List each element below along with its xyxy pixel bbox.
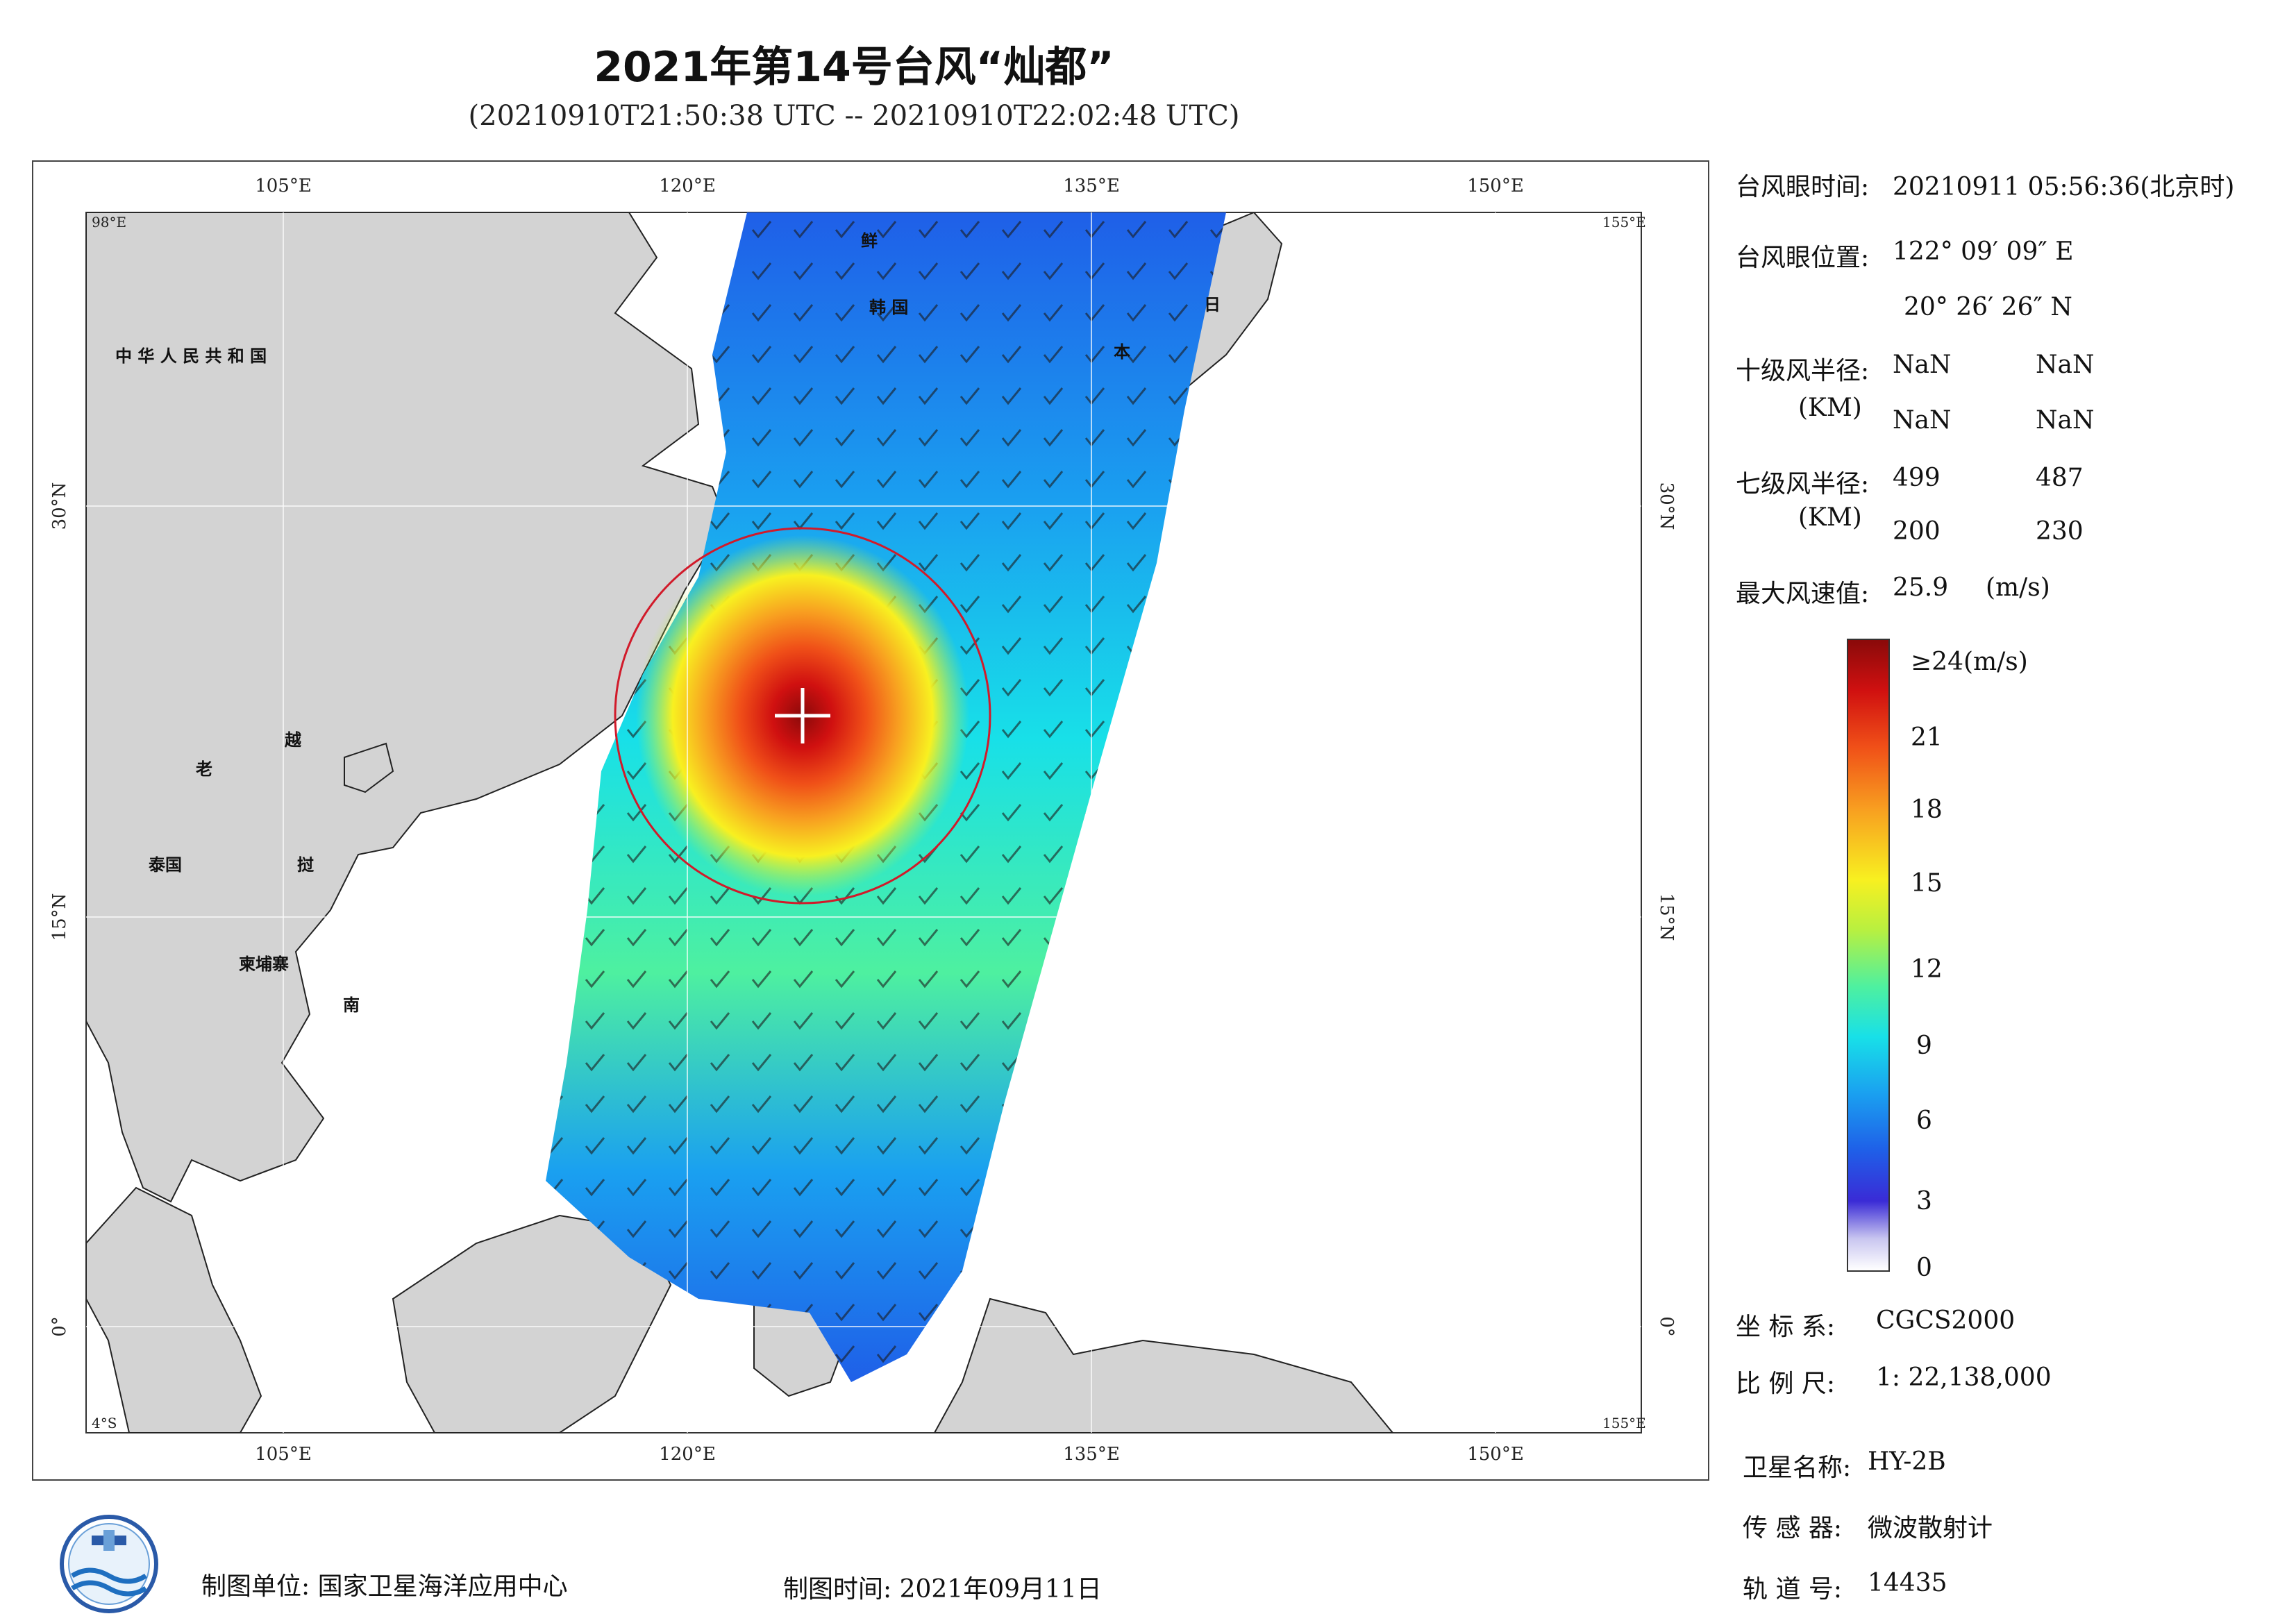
lon-label-bottom-135: 135°E: [1063, 1444, 1120, 1465]
eye-position-label: 台风眼位置:: [1736, 244, 1870, 272]
chart-title: 2021年第14号台风“灿都”: [594, 43, 1114, 92]
max-wind-label: 最大风速值:: [1736, 580, 1870, 608]
lat-label-left-15: 15°N: [49, 893, 70, 941]
lon-label-top-135: 135°E: [1063, 176, 1120, 196]
r7-value-sw: 200: [1893, 517, 1941, 546]
country-label-thailand: 泰国: [149, 855, 182, 875]
lon-label-bottom-120: 120°E: [659, 1444, 716, 1465]
graticule: [86, 212, 1641, 1433]
eye-position-lon: 122° 09′ 09″ E: [1893, 237, 2074, 266]
lat-label-right-15: 15°N: [1656, 893, 1677, 941]
max-wind-unit: (m/s): [1986, 573, 2050, 602]
wind-radius-circle: [614, 527, 991, 905]
scale-value: 1: 22,138,000: [1876, 1363, 2052, 1392]
country-label-laos: 老: [196, 759, 212, 779]
colorbar-tick-9: 9: [1916, 1032, 1932, 1060]
corner-top-left-lon: 98°E: [92, 214, 126, 230]
eye-position-lat: 20° 26′ 26″ N: [1904, 293, 2072, 321]
colorbar-tick-0: 0: [1916, 1254, 1932, 1282]
eye-time-value: 20210911 05:56:36(北京时): [1893, 173, 2235, 201]
country-label-korea-north: 鲜: [861, 231, 878, 251]
colorbar-tick-12: 12: [1911, 955, 1943, 984]
time-range-subtitle: (20210910T21:50:38 UTC -- 20210910T22:02…: [468, 100, 1240, 132]
orbit-label: 轨 道 号:: [1743, 1575, 1843, 1604]
map-frame: [32, 160, 1709, 1481]
wind-field-map: 105°E 120°E 135°E 150°E 105°E 120°E 135°…: [49, 176, 1677, 1465]
sensor-value: 微波散射计: [1868, 1514, 1993, 1542]
lon-label-top-150: 150°E: [1467, 176, 1524, 196]
r7-label: 七级风半径:: [1736, 470, 1870, 498]
country-label-vietnam: 越: [285, 730, 302, 750]
nsoas-logo: [60, 1515, 158, 1613]
lon-label-top-105: 105°E: [255, 176, 312, 196]
colorbar-tick-6: 6: [1916, 1107, 1932, 1135]
colorbar-top-label: ≥24(m/s): [1911, 648, 2028, 676]
corner-top-right-lon: 155°E: [1602, 214, 1646, 230]
country-label-cambodia: 柬埔寨: [239, 955, 289, 974]
country-label-korea-south: 韩 国: [869, 298, 908, 317]
lon-label-bottom-105: 105°E: [255, 1444, 312, 1465]
lat-label-right-30: 30°N: [1656, 482, 1677, 530]
r7-value-nw: 230: [2036, 517, 2084, 546]
corner-bottom-left-lat: 4°S: [92, 1415, 117, 1431]
corner-bottom-right-lon: 155°E: [1602, 1415, 1646, 1431]
colorbar-tick-3: 3: [1916, 1187, 1932, 1216]
lon-label-bottom-150: 150°E: [1467, 1444, 1524, 1465]
r7-value-se: 487: [2036, 464, 2084, 492]
orbit-value: 14435: [1868, 1569, 1947, 1597]
colorbar-tick-15: 15: [1911, 869, 1943, 898]
colorbar-tick-21: 21: [1911, 723, 1943, 752]
lat-label-left-30: 30°N: [49, 482, 70, 530]
lon-label-top-120: 120°E: [659, 176, 716, 196]
max-wind-value: 25.9: [1893, 573, 1949, 602]
typhoon-eye-marker: [775, 688, 830, 743]
r7-value-ne: 499: [1893, 464, 1941, 492]
colorbar: [1847, 639, 1890, 1272]
r7-unit: (KM): [1798, 503, 1862, 532]
footer-producer: 制图单位: 国家卫星海洋应用中心: [201, 1572, 568, 1601]
crs-value: CGCS2000: [1876, 1306, 2016, 1335]
satellite-label: 卫星名称:: [1743, 1454, 1852, 1482]
sensor-label: 传 感 器:: [1743, 1514, 1843, 1542]
country-label-laos-2: 挝: [297, 855, 315, 875]
lat-label-right-0: 0°: [1656, 1316, 1677, 1337]
r10-value-sw: NaN: [1893, 406, 1952, 435]
country-label-vietnam-2: 南: [343, 995, 360, 1015]
lat-label-left-0: 0°: [49, 1316, 70, 1337]
r10-label: 十级风半径:: [1736, 357, 1870, 385]
country-label-japan-2: 本: [1114, 342, 1130, 362]
footer-date: 制图时间: 2021年09月11日: [783, 1575, 1102, 1604]
r10-unit: (KM): [1798, 394, 1862, 422]
r10-value-ne: NaN: [1893, 351, 1952, 379]
eye-time-label: 台风眼时间:: [1736, 173, 1870, 201]
colorbar-tick-18: 18: [1911, 796, 1943, 824]
satellite-value: HY-2B: [1868, 1447, 1946, 1476]
crs-label: 坐 标 系:: [1736, 1313, 1836, 1341]
country-label-japan-1: 日: [1204, 295, 1221, 314]
scale-label: 比 例 尺:: [1736, 1370, 1836, 1398]
r10-value-se: NaN: [2036, 351, 2095, 379]
country-label-china: 中 华 人 民 共 和 国: [115, 346, 267, 366]
r10-value-nw: NaN: [2036, 406, 2095, 435]
